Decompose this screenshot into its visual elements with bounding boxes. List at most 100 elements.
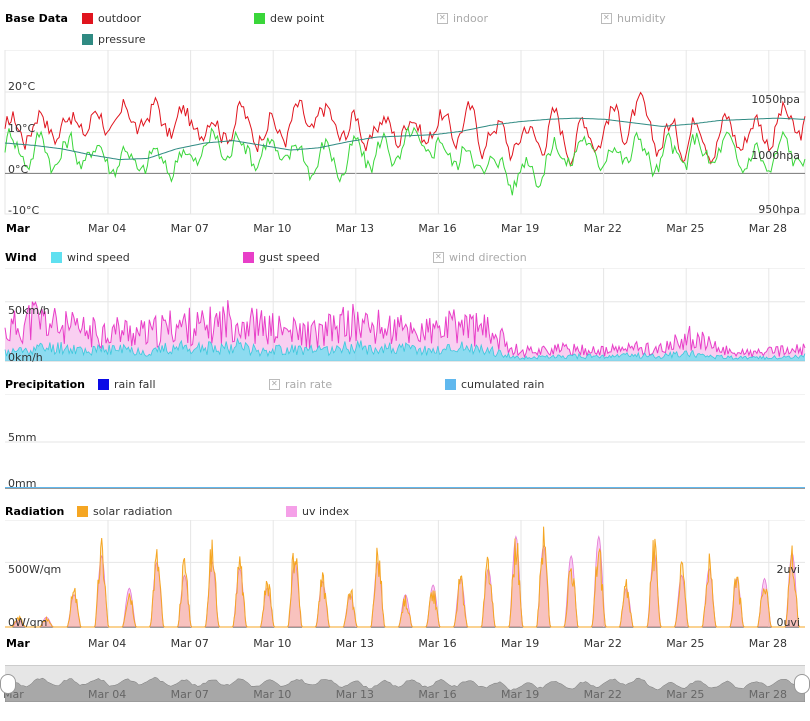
x-tick-label: Mar 28 — [748, 637, 788, 650]
wind-chart: 50km/h 0km/h — [4, 268, 806, 364]
legend-indoor-label: indoor — [453, 12, 488, 25]
wind-title: Wind — [5, 251, 37, 264]
rain-fall-swatch — [98, 379, 109, 390]
base-legend-row2: pressure — [0, 33, 810, 53]
solar-radiation-line — [5, 526, 805, 628]
x-tick-label: Mar 10 — [253, 222, 292, 235]
legend-outdoor-label: outdoor — [98, 12, 141, 25]
x-tick-label: Mar 28 — [748, 222, 788, 235]
legend-dew-point-label: dew point — [270, 12, 325, 25]
base-legend: Base Data outdoor dew point indoor humid… — [0, 12, 810, 32]
legend-uv-index[interactable]: uv index — [286, 505, 349, 518]
legend-wind-speed[interactable]: wind speed — [51, 251, 130, 264]
y2-axis-label: 1050hpa — [751, 93, 800, 106]
navigator-tick-label: Mar 28 — [748, 688, 788, 701]
y-axis-label: 0W/qm — [8, 616, 47, 629]
uv-index-swatch — [286, 506, 297, 517]
navigator-tick-label: Mar 04 — [88, 688, 127, 701]
legend-solar-radiation[interactable]: solar radiation — [77, 505, 172, 518]
legend-rain-fall-label: rain fall — [114, 378, 156, 391]
outdoor-line — [4, 91, 806, 167]
y-axis-label: 0°C — [8, 163, 28, 176]
x-tick-label: Mar 22 — [583, 222, 622, 235]
legend-humidity-label: humidity — [617, 12, 666, 25]
precipitation-chart: 5mm 0mm — [5, 394, 805, 490]
x-tick-label: Mar 19 — [501, 222, 540, 235]
radiation-title: Radiation — [5, 505, 65, 518]
y-axis-label: 0mm — [8, 477, 36, 490]
navigator-series — [5, 676, 805, 702]
solar-radiation-swatch — [77, 506, 88, 517]
solar-radiation-area — [5, 526, 805, 627]
legend-gust-speed[interactable]: gust speed — [243, 251, 320, 264]
legend-wind-direction[interactable]: wind direction — [433, 251, 527, 264]
navigator-tick-label: Mar 16 — [418, 688, 457, 701]
legend-humidity[interactable]: humidity — [601, 12, 666, 25]
wind-speed-area — [5, 338, 805, 361]
legend-wind-speed-label: wind speed — [67, 251, 130, 264]
legend-outdoor[interactable]: outdoor — [82, 12, 141, 25]
disabled-checkbox-icon — [437, 13, 448, 24]
outdoor-swatch — [82, 13, 93, 24]
legend-pressure[interactable]: pressure — [82, 33, 146, 46]
y-axis-label: 5mm — [8, 431, 36, 444]
pressure-swatch — [82, 34, 93, 45]
navigator-tick-label: Mar 07 — [170, 688, 209, 701]
y-axis-label: 0km/h — [8, 351, 43, 364]
x-tick-label: Mar 22 — [583, 637, 622, 650]
legend-wind-direction-label: wind direction — [449, 251, 527, 264]
x-tick-label: Mar 25 — [666, 637, 705, 650]
gust-speed-line — [4, 300, 806, 359]
legend-rain-rate-label: rain rate — [285, 378, 333, 391]
x-month-label: Mar — [6, 222, 30, 235]
disabled-checkbox-icon — [269, 379, 280, 390]
navigator-tick-label: Mar 22 — [583, 688, 622, 701]
navigator-tick-label: Mar 19 — [501, 688, 540, 701]
gust-speed-swatch — [243, 252, 254, 263]
y-axis-label: 10°C — [8, 122, 35, 135]
y2-axis-label: 950hpa — [758, 203, 800, 216]
navigator-right-handle[interactable] — [794, 674, 810, 694]
legend-rain-rate[interactable]: rain rate — [269, 378, 332, 391]
navigator-tick-label: Mar 13 — [335, 688, 375, 701]
legend-rain-fall[interactable]: rain fall — [98, 378, 156, 391]
radiation-legend: Radiation solar radiation uv index — [0, 505, 810, 525]
legend-pressure-label: pressure — [98, 33, 146, 46]
y2-axis-label: 1000hpa — [751, 149, 800, 162]
x-tick-label: Mar 25 — [666, 222, 705, 235]
navigator-tick-label: Mar 25 — [666, 688, 705, 701]
uv-index-area — [5, 536, 805, 627]
x-tick-label: Mar 16 — [418, 637, 457, 650]
dew-point-line — [4, 125, 806, 196]
navigator-left-handle[interactable] — [0, 674, 16, 694]
navigator-tick-label: Mar 10 — [253, 688, 292, 701]
y-axis-label: 500W/qm — [8, 563, 61, 576]
x-tick-label: Mar 07 — [170, 637, 209, 650]
wind-legend: Wind wind speed gust speed wind directio… — [0, 251, 810, 271]
legend-cumulated-rain-label: cumulated rain — [461, 378, 545, 391]
x-tick-label: Mar 13 — [335, 637, 375, 650]
y2-axis-label: 2uvi — [776, 563, 800, 576]
legend-indoor[interactable]: indoor — [437, 12, 488, 25]
x-tick-label: Mar 13 — [335, 222, 375, 235]
cumulated-rain-swatch — [445, 379, 456, 390]
legend-solar-radiation-label: solar radiation — [93, 505, 173, 518]
range-navigator[interactable]: Mar Mar 04 Mar 07 Mar 10 Mar 13 Mar 16 Mar 19 M… — [0, 665, 810, 702]
navigator-area — [5, 676, 805, 702]
y-axis-label: 50km/h — [8, 304, 50, 317]
plot-area — [4, 50, 806, 215]
disabled-checkbox-icon — [433, 252, 444, 263]
legend-cumulated-rain[interactable]: cumulated rain — [445, 378, 544, 391]
x-tick-label: Mar 19 — [501, 637, 540, 650]
wind-speed-swatch — [51, 252, 62, 263]
base-data-chart: 20°C 10°C 0°C -10°C 1050hpa 1000hpa 950hpa — [4, 50, 806, 217]
legend-dew-point[interactable]: dew point — [254, 12, 324, 25]
legend-gust-speed-label: gust speed — [259, 251, 320, 264]
y2-axis-label: 0uvi — [776, 616, 800, 629]
x-tick-label: Mar 04 — [88, 222, 127, 235]
x-month-label-bottom: Mar — [6, 637, 30, 650]
radiation-chart: 500W/qm 0W/qm 2uvi 0uvi — [5, 520, 805, 629]
x-tick-label: Mar 16 — [418, 222, 457, 235]
wind-speed-line — [4, 337, 806, 361]
base-data-title: Base Data — [5, 12, 68, 25]
